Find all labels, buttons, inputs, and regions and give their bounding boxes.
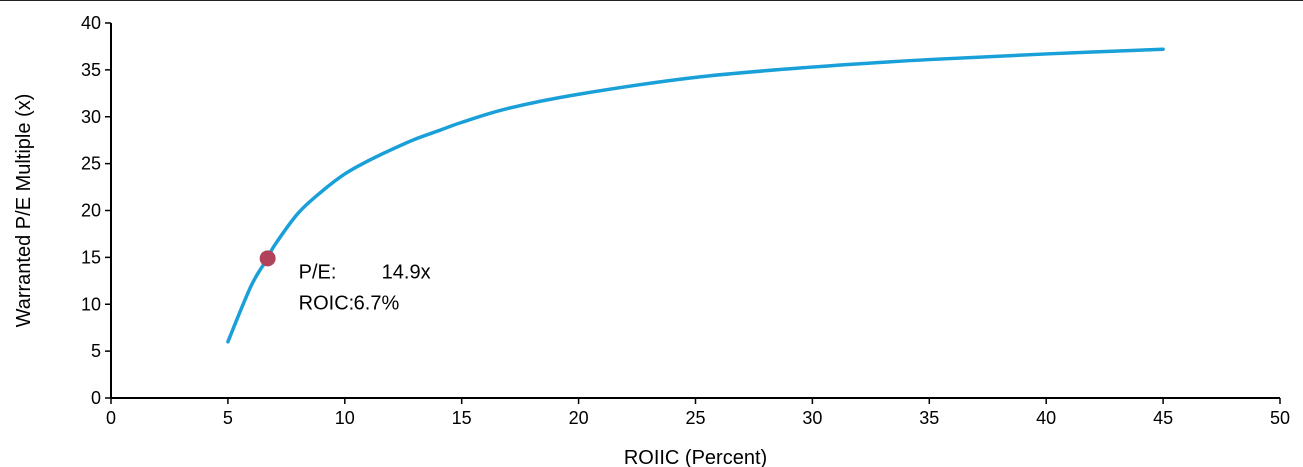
x-tick-label: 25	[685, 408, 705, 428]
y-tick-label: 15	[81, 247, 101, 267]
y-tick-label: 30	[81, 107, 101, 127]
y-tick-label: 0	[91, 388, 101, 408]
x-tick-label: 5	[223, 408, 233, 428]
x-tick-labels: 0 5 10 15 20 25 30 35 40 45 50	[106, 408, 1290, 428]
x-tick-label: 35	[919, 408, 939, 428]
x-tick-label: 50	[1270, 408, 1290, 428]
y-tick-label: 10	[81, 294, 101, 314]
x-tick-label: 40	[1036, 408, 1056, 428]
x-tick-label: 0	[106, 408, 116, 428]
y-tick-label: 5	[91, 341, 101, 361]
annotation-pe-key: P/E:	[299, 261, 337, 283]
x-tick-label: 20	[569, 408, 589, 428]
annotation-roic-value: 6.7%	[354, 292, 400, 314]
annotation-pe-value: 14.9x	[382, 261, 431, 283]
y-tick-labels: 0 5 10 15 20 25 30 35 40	[81, 13, 101, 408]
axes	[105, 23, 1280, 404]
y-tick-label: 25	[81, 154, 101, 174]
y-tick-label: 20	[81, 201, 101, 221]
y-axis-title: Warranted P/E Multiple (x)	[13, 94, 35, 328]
x-tick-label: 15	[452, 408, 472, 428]
y-tick-label: 35	[81, 60, 101, 80]
x-tick-label: 45	[1153, 408, 1173, 428]
x-axis-title: ROIIC (Percent)	[624, 447, 767, 467]
x-tick-label: 30	[802, 408, 822, 428]
x-tick-label: 10	[335, 408, 355, 428]
annotation-roic-key: ROIC:	[299, 292, 355, 314]
y-tick-label: 40	[81, 13, 101, 33]
highlight-point	[260, 250, 276, 266]
